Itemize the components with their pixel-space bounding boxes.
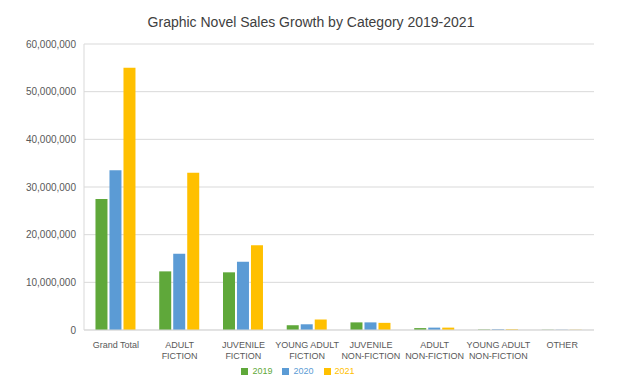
svg-text:0: 0 [70, 325, 76, 336]
html-text:Graphic Novel Sales Growth by: Graphic Novel Sales Growth by Category 2… [147, 14, 475, 30]
svg-text:50,000,000: 50,000,000 [26, 86, 76, 97]
svg-text:ADULTNON-FICTION: ADULTNON-FICTION [405, 340, 464, 361]
svg-text:ADULTFICTION: ADULTFICTION [162, 340, 198, 361]
svg-text:60,000,000: 60,000,000 [26, 39, 76, 50]
html-text:2019: 2019 [252, 366, 273, 376]
svg-text:20,000,000: 20,000,000 [26, 229, 76, 240]
html-text:2020: 2020 [293, 366, 314, 376]
svg-text:10,000,000: 10,000,000 [26, 277, 76, 288]
svg-text:30,000,000: 30,000,000 [26, 182, 76, 193]
svg-text:YOUNG ADULTFICTION: YOUNG ADULTFICTION [275, 340, 339, 361]
svg-text:JUVENILENON-FICTION: JUVENILENON-FICTION [341, 340, 400, 361]
svg-text:JUVENILEFICTION: JUVENILEFICTION [222, 340, 265, 361]
svg-text:OTHER: OTHER [546, 340, 578, 350]
svg-text:40,000,000: 40,000,000 [26, 134, 76, 145]
html-text:2021: 2021 [334, 366, 355, 376]
svg-text:YOUNG ADULTNON-FICTION: YOUNG ADULTNON-FICTION [466, 340, 530, 361]
svg-text:Grand Total: Grand Total [93, 340, 139, 350]
